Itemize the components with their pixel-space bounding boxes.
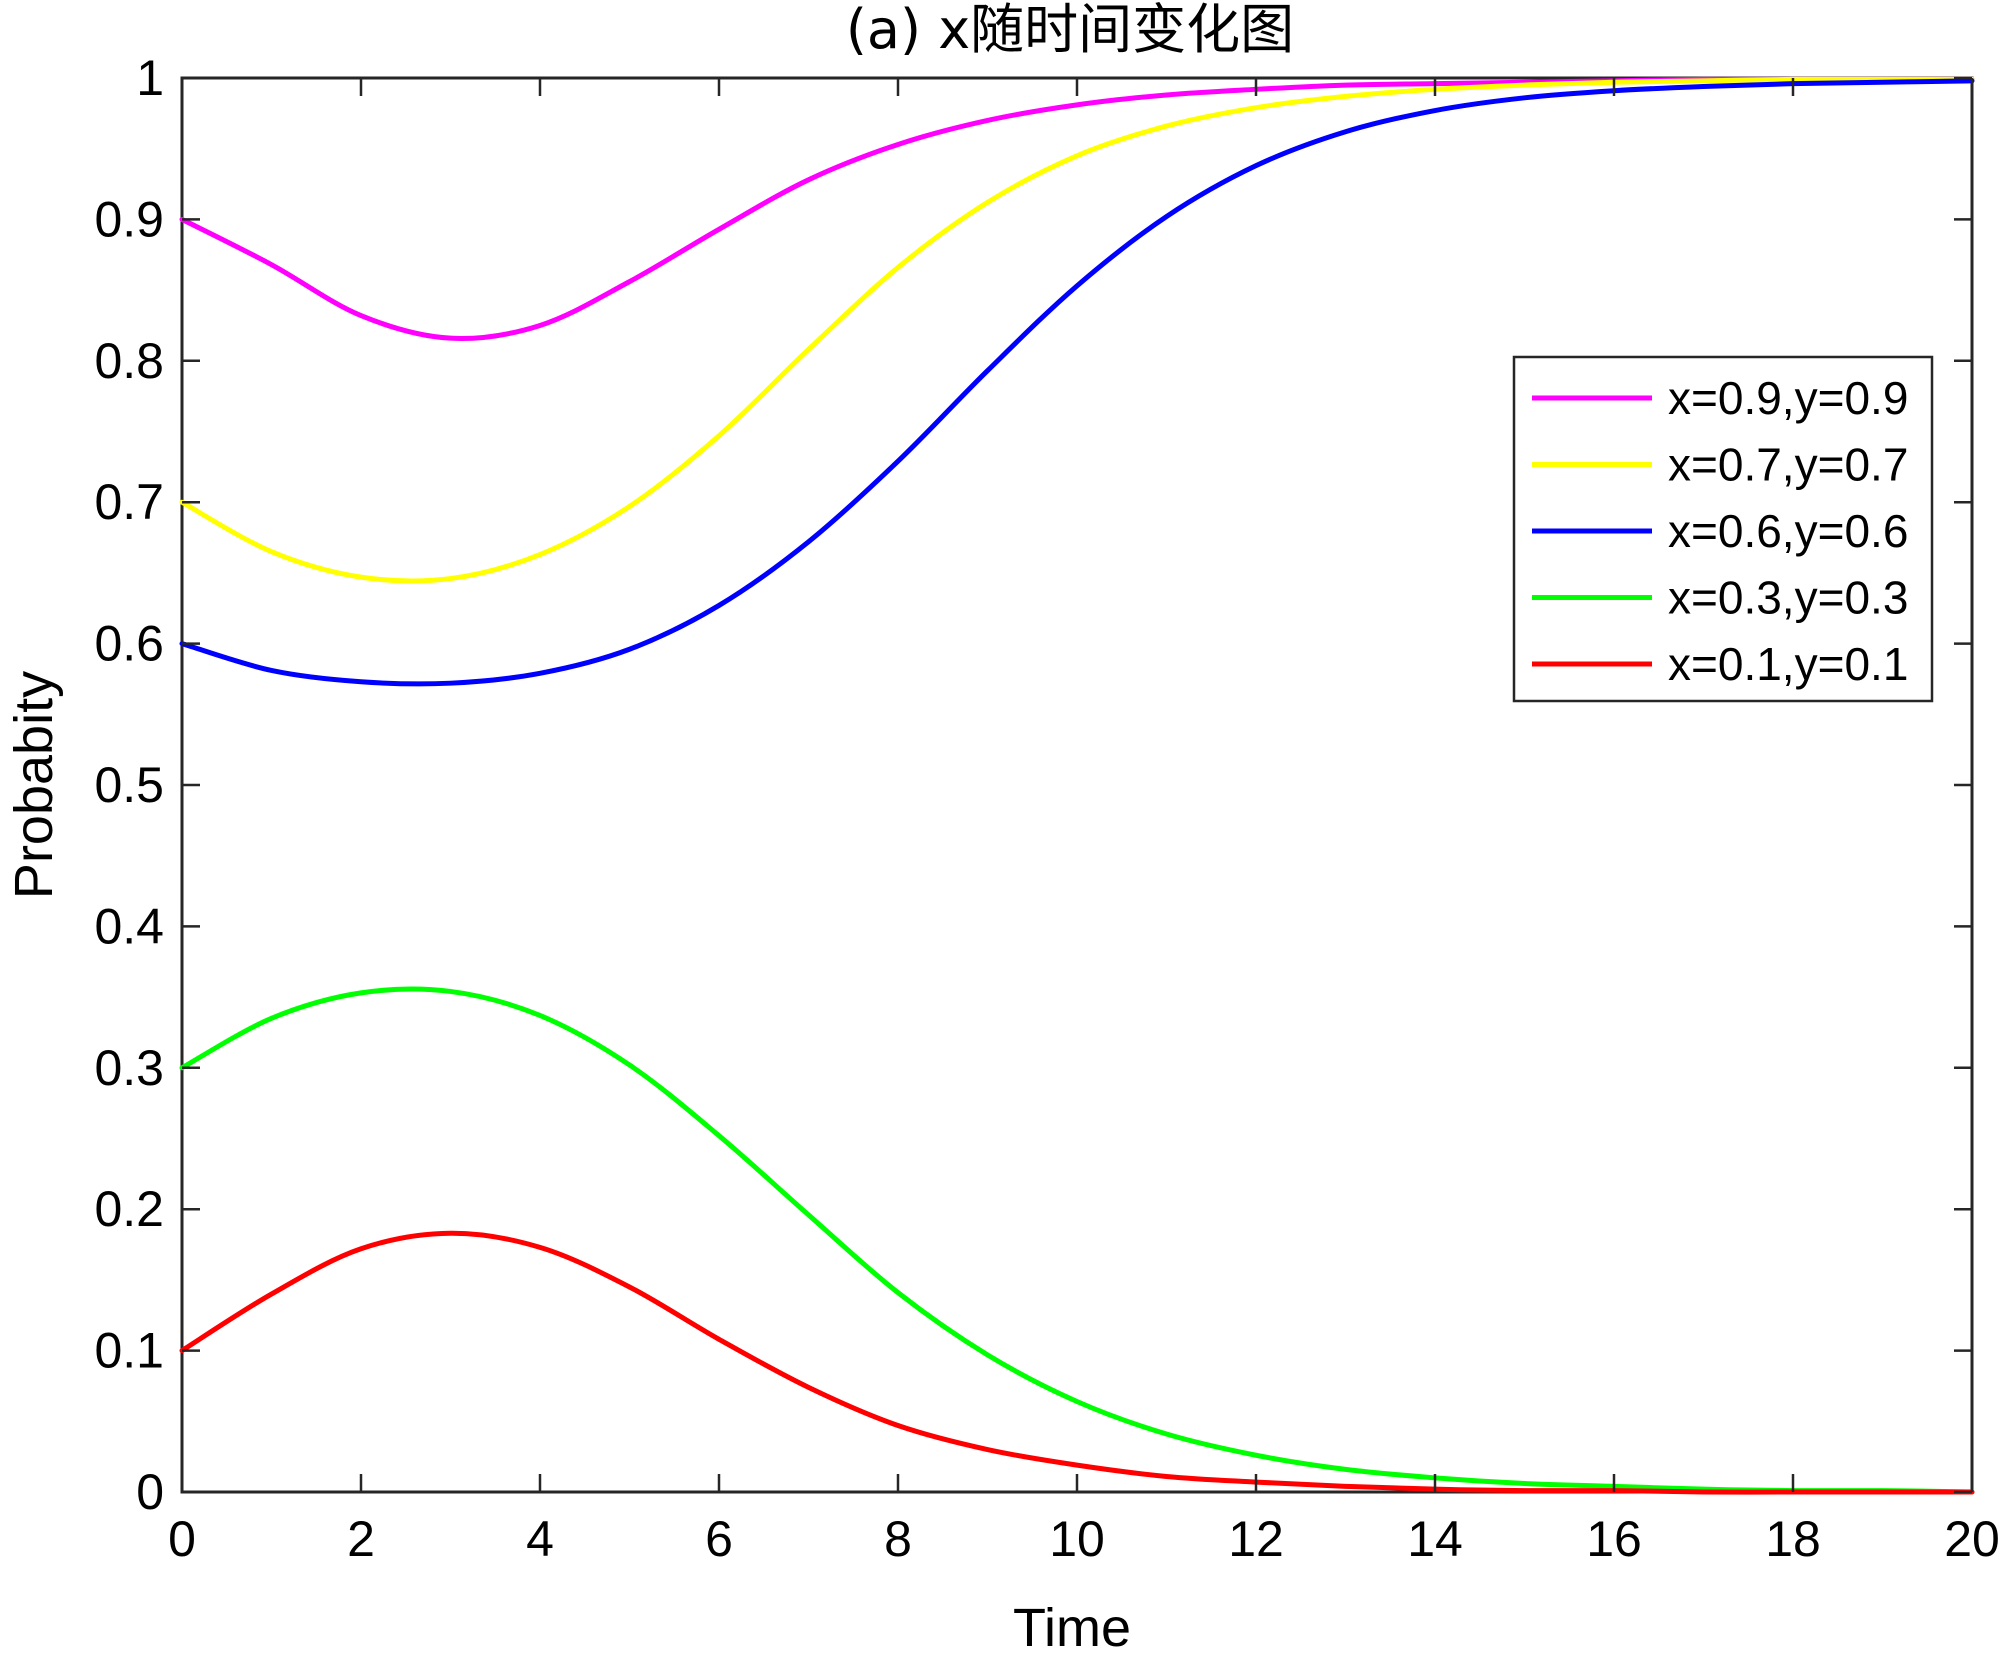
legend-label-4: x=0.3,y=0.3 — [1668, 572, 1908, 624]
y-tick-label: 0.5 — [94, 757, 164, 813]
y-tick-label: 0.7 — [94, 474, 164, 530]
legend-label-2: x=0.7,y=0.7 — [1668, 439, 1908, 491]
y-tick-label: 0.9 — [94, 191, 164, 247]
y-axis: 0 0.1 0.2 0.3 0.4 0.5 0.6 0.7 0.8 0.9 1 — [94, 50, 1972, 1520]
y-tick-label: 1 — [136, 50, 164, 106]
x-tick-label: 18 — [1765, 1511, 1821, 1567]
legend-label-3: x=0.6,y=0.6 — [1668, 505, 1908, 557]
y-tick-label: 0.4 — [94, 898, 164, 954]
x-tick-label: 2 — [347, 1511, 375, 1567]
y-tick-label: 0.8 — [94, 333, 164, 389]
y-tick-label: 0.3 — [94, 1040, 164, 1096]
x-axis-label: Time — [1013, 1598, 1131, 1658]
series-line-4 — [179, 986, 1975, 1495]
x-tick-label: 6 — [705, 1511, 733, 1567]
x-tick-label: 4 — [526, 1511, 554, 1567]
plot-area — [179, 76, 1975, 1495]
x-tick-label: 0 — [168, 1511, 196, 1567]
x-tick-label: 10 — [1049, 1511, 1105, 1567]
series-layer — [179, 76, 1975, 1495]
y-tick-label: 0 — [136, 1464, 164, 1520]
x-tick-label: 8 — [884, 1511, 912, 1567]
series-line-5 — [179, 1230, 1975, 1495]
x-tick-label: 14 — [1407, 1511, 1463, 1567]
x-tick-label: 20 — [1944, 1511, 2000, 1567]
plot-frame — [180, 76, 1974, 1494]
legend-label-5: x=0.1,y=0.1 — [1668, 638, 1908, 690]
x-tick-label: 12 — [1228, 1511, 1284, 1567]
y-tick-label: 0.6 — [94, 616, 164, 672]
legend-entries: x=0.9,y=0.9 x=0.7,y=0.7 x=0.6,y=0.6 x=0.3,y… — [1532, 372, 1908, 690]
series-line-2 — [179, 76, 1975, 584]
y-tick-label: 0.1 — [94, 1323, 164, 1379]
x-axis: 0 2 4 6 8 10 12 14 16 18 20 — [168, 78, 2000, 1567]
y-tick-label: 0.2 — [94, 1181, 164, 1237]
chart-title: (a) x随时间变化图 — [846, 0, 1294, 61]
legend-label-1: x=0.9,y=0.9 — [1668, 372, 1908, 424]
y-axis-label: Probabity — [4, 671, 64, 899]
series-line-3 — [179, 78, 1975, 687]
legend: x=0.9,y=0.9 x=0.7,y=0.7 x=0.6,y=0.6 x=0.3,y… — [1512, 355, 1934, 703]
x-tick-label: 16 — [1586, 1511, 1642, 1567]
